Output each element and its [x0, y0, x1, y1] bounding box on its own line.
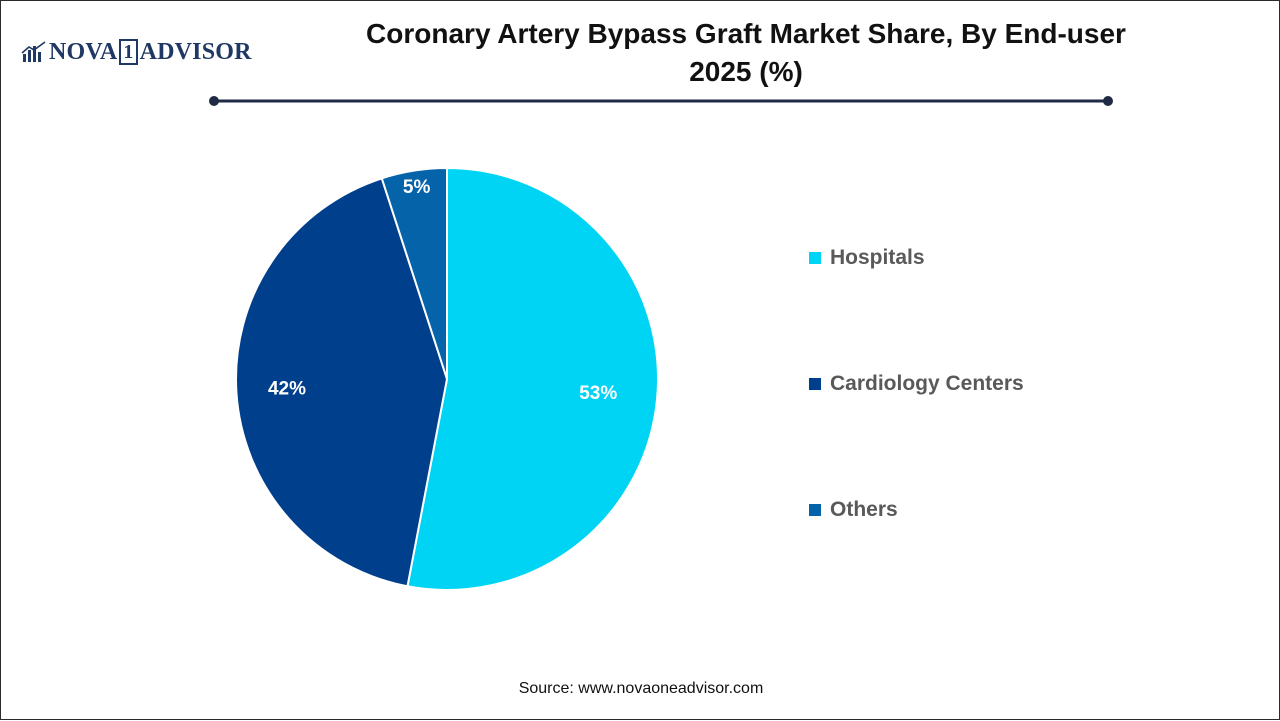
- legend-swatch: [809, 504, 821, 516]
- data-label-cardiology-centers: 42%: [268, 379, 306, 400]
- legend-label: Others: [830, 498, 898, 521]
- legend-swatch: [809, 378, 821, 390]
- legend-label: Hospitals: [830, 246, 925, 269]
- title-divider: [209, 96, 1113, 106]
- logo-text-nova: NOVA: [49, 38, 118, 65]
- chart-title-line1: Coronary Artery Bypass Graft Market Shar…: [366, 18, 1126, 49]
- logo-wordmark: NOVA 1 ADVISOR: [49, 39, 252, 66]
- data-label-hospitals: 53%: [579, 383, 617, 404]
- pie-slice-cardiology-centers: [235, 177, 449, 588]
- bar-chart-logo-icon: [21, 41, 46, 62]
- pie-slice-hospitals: [406, 166, 659, 591]
- pie-slice-others: [380, 166, 448, 380]
- chart-title: Coronary Artery Bypass Graft Market Shar…: [311, 15, 1181, 91]
- chart-title-line2: 2025 (%): [689, 56, 803, 87]
- legend-item-hospitals: Hospitals: [809, 246, 925, 270]
- data-label-others: 5%: [403, 177, 431, 198]
- legend-item-cardiology-centers: Cardiology Centers: [809, 372, 1024, 396]
- logo-text-box: 1: [119, 39, 138, 65]
- source-note: Source: www.novaoneadvisor.com: [518, 680, 764, 697]
- logo: NOVA 1 ADVISOR: [21, 37, 252, 67]
- logo-text-advisor: ADVISOR: [139, 38, 252, 65]
- legend-item-others: Others: [809, 498, 898, 522]
- legend-label: Cardiology Centers: [830, 372, 1024, 395]
- legend-swatch: [809, 252, 821, 264]
